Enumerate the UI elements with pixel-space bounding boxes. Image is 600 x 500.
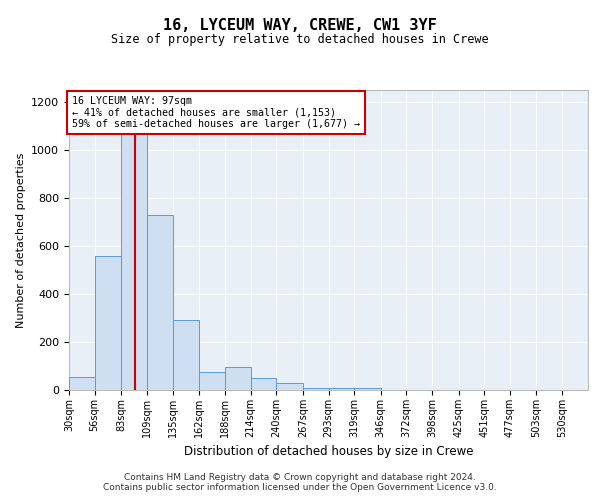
Bar <box>225 367 251 390</box>
Text: 16, LYCEUM WAY, CREWE, CW1 3YF: 16, LYCEUM WAY, CREWE, CW1 3YF <box>163 18 437 32</box>
Bar <box>147 215 173 390</box>
Bar <box>251 378 276 390</box>
Y-axis label: Number of detached properties: Number of detached properties <box>16 152 26 328</box>
Text: 16 LYCEUM WAY: 97sqm
← 41% of detached houses are smaller (1,153)
59% of semi-de: 16 LYCEUM WAY: 97sqm ← 41% of detached h… <box>72 96 360 129</box>
Bar <box>121 131 147 390</box>
Bar <box>303 388 329 390</box>
Bar <box>354 388 381 390</box>
Text: Size of property relative to detached houses in Crewe: Size of property relative to detached ho… <box>111 32 489 46</box>
Bar <box>173 320 199 390</box>
X-axis label: Distribution of detached houses by size in Crewe: Distribution of detached houses by size … <box>184 446 473 458</box>
Bar <box>95 256 121 390</box>
Bar <box>199 372 225 390</box>
Bar <box>329 388 354 390</box>
Bar <box>276 383 303 390</box>
Text: Contains HM Land Registry data © Crown copyright and database right 2024.
Contai: Contains HM Land Registry data © Crown c… <box>103 473 497 492</box>
Bar <box>69 377 95 390</box>
